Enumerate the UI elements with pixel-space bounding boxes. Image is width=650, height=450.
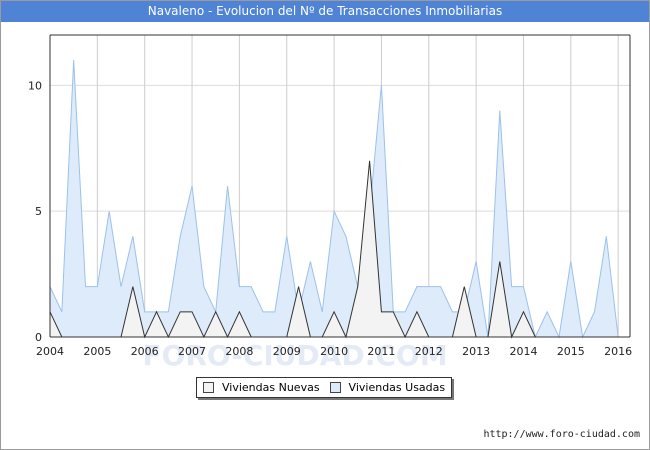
x-tick-label: 2014 [509,345,537,358]
y-tick-label: 0 [35,331,42,344]
x-tick-label: 2004 [36,345,64,358]
x-tick-label: 2016 [604,345,632,358]
x-tick-label: 2006 [131,345,159,358]
series-usadas-area [50,60,630,338]
x-tick-label: 2012 [415,345,443,358]
legend-label-nuevas: Viviendas Nuevas [222,381,320,394]
chart-title: Navaleno - Evolucion del Nº de Transacci… [1,1,649,22]
x-tick-label: 2013 [462,345,490,358]
legend-item-nuevas: Viviendas Nuevas [203,381,320,394]
series-nuevas-line [49,160,630,339]
x-tick-label: 2011 [367,345,395,358]
x-tick-label: 2010 [320,345,348,358]
watermark-text: FORO-CIUDAD.COM [142,339,447,372]
legend: Viviendas Nuevas Viviendas Usadas [196,377,452,398]
series-usadas-line [49,60,630,339]
y-tick-label: 5 [35,205,42,218]
x-tick-label: 2005 [83,345,111,358]
x-tick-label: 2015 [557,345,585,358]
legend-swatch-usadas [329,382,341,393]
legend-label-usadas: Viviendas Usadas [348,381,446,394]
x-tick-label: 2007 [178,345,206,358]
footer-url: http://www.foro-ciudad.com [483,429,640,440]
legend-item-usadas: Viviendas Usadas [329,381,446,394]
x-tick-label: 2009 [273,345,301,358]
y-tick-label: 10 [28,79,42,92]
x-tick-label: 2008 [225,345,253,358]
legend-swatch-nuevas [203,382,214,393]
